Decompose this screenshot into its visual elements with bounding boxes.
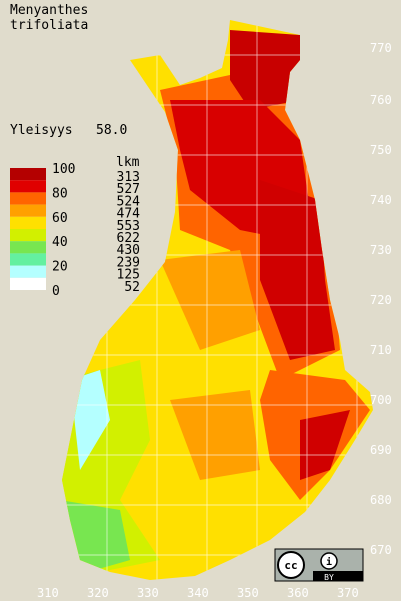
title-line: trifoliata bbox=[10, 18, 88, 33]
title-line: Menyanthes bbox=[10, 3, 88, 18]
x-axis-label: 340 bbox=[187, 586, 209, 600]
legend-swatch bbox=[10, 168, 46, 181]
legend-count: 313 bbox=[117, 170, 140, 185]
x-axis-label: 370 bbox=[337, 586, 359, 600]
legend-swatch bbox=[10, 253, 46, 266]
legend-swatch bbox=[10, 204, 46, 217]
legend-count: 52 bbox=[124, 280, 140, 295]
legend-swatch bbox=[10, 277, 46, 290]
license: BY bbox=[324, 573, 334, 582]
svg-text:i: i bbox=[326, 556, 332, 568]
legend-count: 622 bbox=[117, 231, 140, 246]
legend-swatch bbox=[10, 265, 46, 278]
legend-swatch bbox=[10, 241, 46, 254]
y-axis-label: 770 bbox=[370, 41, 392, 55]
y-axis-label: 740 bbox=[370, 193, 392, 207]
x-axis-label: 330 bbox=[137, 586, 159, 600]
frequency-label: Yleisyys bbox=[10, 123, 73, 138]
legend-scale-label: 40 bbox=[52, 235, 68, 250]
y-axis-label: 750 bbox=[370, 143, 392, 157]
legend-count: 474 bbox=[117, 207, 141, 222]
y-axis-label: 690 bbox=[370, 443, 392, 457]
y-axis-label: 710 bbox=[370, 343, 392, 357]
x-axis-label: 320 bbox=[87, 586, 109, 600]
legend-scale-label: 80 bbox=[52, 186, 68, 201]
legend-scale-label: 0 bbox=[52, 284, 60, 299]
y-axis-label: 730 bbox=[370, 243, 392, 257]
legend-count: 553 bbox=[117, 219, 140, 234]
legend-count: 239 bbox=[117, 255, 140, 270]
count-label: lkm bbox=[116, 155, 140, 170]
legend-swatch bbox=[10, 216, 46, 229]
legend-swatch bbox=[10, 229, 46, 242]
x-axis-label: 350 bbox=[237, 586, 259, 600]
y-axis-label: 680 bbox=[370, 493, 392, 507]
y-axis-label: 760 bbox=[370, 93, 392, 107]
legend-scale-label: 100 bbox=[52, 162, 75, 177]
legend-swatch bbox=[10, 192, 46, 205]
legend-scale-label: 20 bbox=[52, 260, 68, 275]
cc-badge: cc i BY bbox=[274, 548, 364, 582]
y-axis-label: 720 bbox=[370, 293, 392, 307]
legend-scale-label: 60 bbox=[52, 211, 68, 226]
legend-count: 125 bbox=[117, 268, 140, 283]
y-axis-label: 700 bbox=[370, 393, 392, 407]
legend-swatch bbox=[10, 180, 46, 193]
y-axis-label: 670 bbox=[370, 543, 392, 557]
x-axis-label: 310 bbox=[37, 586, 59, 600]
legend-count: 524 bbox=[117, 194, 141, 209]
frequency-value: 58.0 bbox=[96, 123, 127, 138]
x-axis-label: 360 bbox=[287, 586, 309, 600]
legend-count: 527 bbox=[117, 182, 140, 197]
legend-count: 430 bbox=[117, 243, 140, 258]
svg-text:cc: cc bbox=[284, 559, 297, 572]
